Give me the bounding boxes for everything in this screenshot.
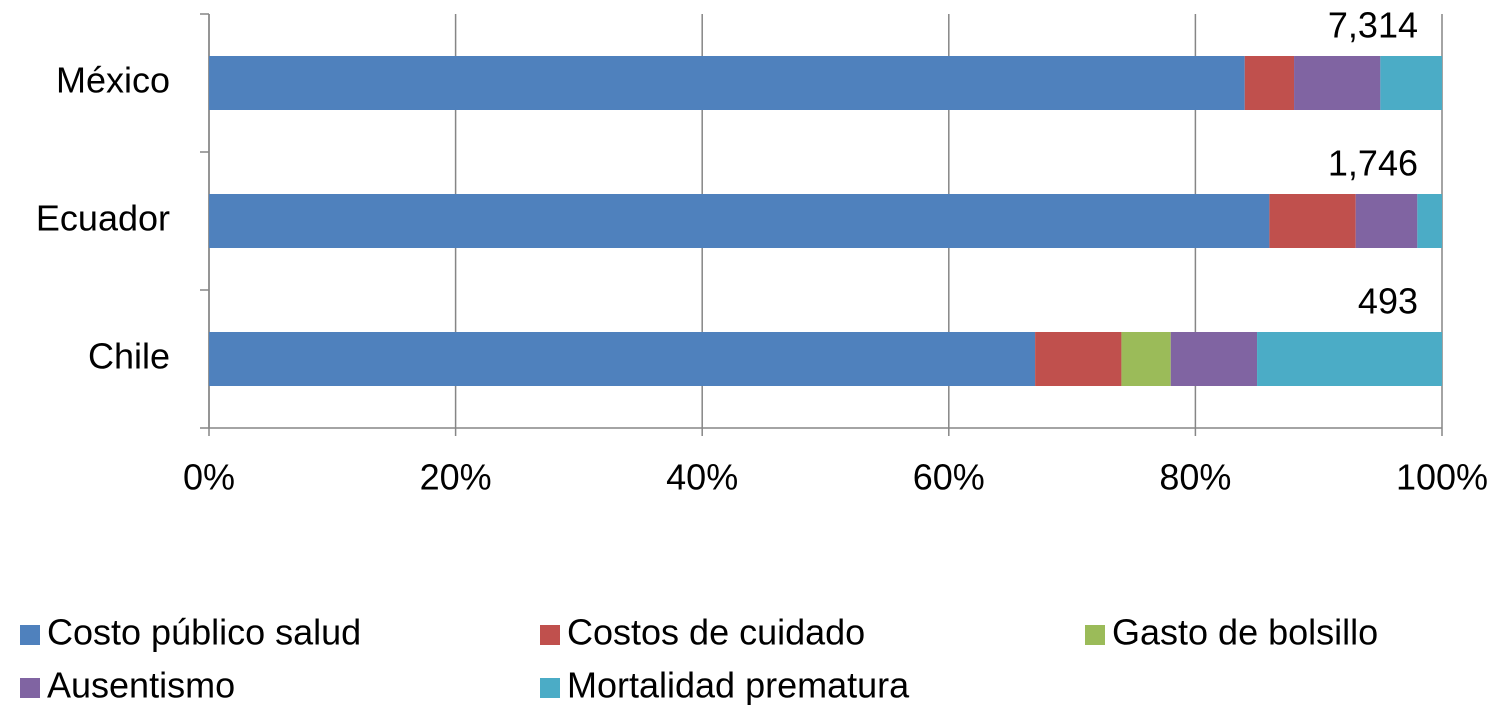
bar-segment	[1269, 194, 1356, 248]
bar-segment	[1294, 56, 1381, 110]
x-tick-label: 20%	[420, 457, 492, 498]
legend-swatch	[540, 678, 560, 698]
bar-segment	[209, 56, 1245, 110]
bar-segment	[1355, 194, 1418, 248]
total-label: 1,746	[1328, 143, 1418, 184]
bar-segment	[209, 194, 1270, 248]
bar-segment	[1380, 56, 1442, 110]
bar-segment	[209, 332, 1036, 386]
bar-segment	[1121, 332, 1171, 386]
y-tick-label: Chile	[88, 336, 170, 377]
legend-swatch	[1085, 625, 1105, 645]
x-tick-label: 0%	[183, 457, 235, 498]
legend-label: Costo público salud	[47, 612, 361, 653]
legend-swatch	[540, 625, 560, 645]
bar-segment	[1257, 332, 1442, 386]
legend-label: Mortalidad prematura	[567, 665, 910, 706]
total-label: 493	[1358, 281, 1418, 322]
x-tick-label: 40%	[666, 457, 738, 498]
x-tick-label: 60%	[913, 457, 985, 498]
legend-label: Ausentismo	[47, 665, 235, 706]
bar-segment	[1417, 194, 1442, 248]
x-tick-label: 100%	[1396, 457, 1488, 498]
y-tick-label: Ecuador	[36, 198, 170, 239]
bar-segment	[1244, 56, 1295, 110]
legend-swatch	[20, 678, 40, 698]
x-tick-label: 80%	[1159, 457, 1231, 498]
legend-label: Gasto de bolsillo	[1112, 612, 1378, 653]
legend-swatch	[20, 625, 40, 645]
y-tick-label: México	[56, 60, 170, 101]
bar-segment	[1035, 332, 1122, 386]
total-label: 7,314	[1328, 5, 1418, 46]
bar-segment	[1170, 332, 1258, 386]
legend-label: Costos de cuidado	[567, 612, 865, 653]
